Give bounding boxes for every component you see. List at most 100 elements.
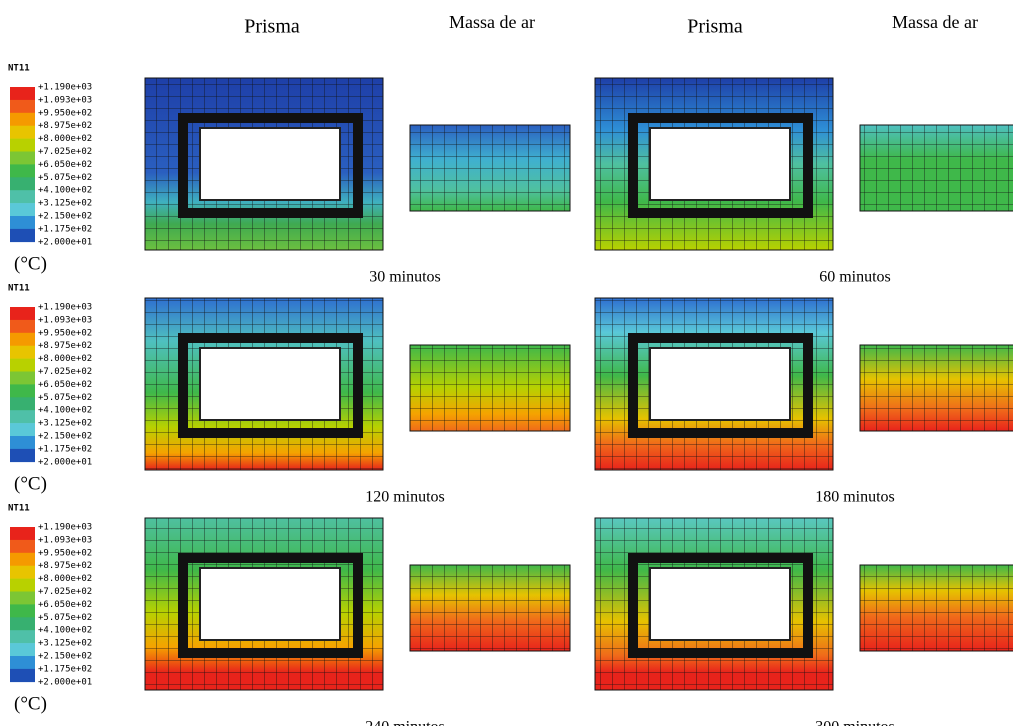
legend-swatch: [10, 332, 35, 346]
legend-title: NT11: [8, 284, 30, 294]
legend-swatch: [10, 307, 35, 321]
cavity-frame: [178, 553, 363, 658]
mesh: [409, 124, 571, 212]
cavity-frame: [628, 553, 813, 658]
legend-swatch: [10, 371, 35, 385]
cavity: [649, 127, 791, 201]
legend-label: +1.175e+02: [38, 444, 92, 454]
mesh: [409, 564, 571, 652]
legend-label: +7.025e+02: [38, 147, 92, 157]
column-header: Prisma: [687, 16, 743, 38]
legend-title: NT11: [8, 504, 30, 514]
legend-swatch: [10, 112, 35, 126]
legend-swatch: [10, 125, 35, 139]
legend-swatch: [10, 552, 35, 566]
legend-label: +1.190e+03: [38, 303, 92, 313]
legend-label: +4.100e+02: [38, 186, 92, 196]
legend-unit: (°C): [14, 693, 47, 714]
legend-swatch: [10, 87, 35, 101]
legend-label: +8.000e+02: [38, 574, 92, 584]
legend-label: +8.000e+02: [38, 354, 92, 364]
legend-label: +1.175e+02: [38, 224, 92, 234]
legend-label: +2.000e+01: [38, 677, 92, 687]
legend-label: +4.100e+02: [38, 406, 92, 416]
legend-label: +5.075e+02: [38, 613, 92, 623]
legend-swatch: [10, 228, 35, 243]
legend-swatch: [10, 151, 35, 165]
legend-label: +1.190e+03: [38, 83, 92, 93]
legend-label: +1.190e+03: [38, 523, 92, 533]
legend-label: +3.125e+02: [38, 199, 92, 209]
legend-label: +9.950e+02: [38, 108, 92, 118]
cavity-frame: [178, 113, 363, 218]
legend-swatch: [10, 617, 35, 631]
legend-swatch: [10, 565, 35, 579]
time-caption: 300 minutos: [815, 719, 895, 726]
legend-swatch: [10, 578, 35, 592]
cavity: [199, 567, 341, 641]
column-header: Prisma: [244, 16, 300, 38]
cavity-frame: [628, 333, 813, 438]
legend-label: +1.093e+03: [38, 535, 92, 545]
legend-swatch: [10, 410, 35, 424]
legend-swatch: [10, 448, 35, 463]
legend-swatch: [10, 423, 35, 437]
legend-swatch: [10, 138, 35, 152]
legend-label: +6.050e+02: [38, 160, 92, 170]
mesh: [859, 124, 1013, 212]
time-caption: 240 minutos: [365, 719, 445, 726]
legend-swatch: [10, 591, 35, 605]
legend-label: +5.075e+02: [38, 393, 92, 403]
legend-unit: (°C): [14, 473, 47, 494]
legend-label: +2.150e+02: [38, 212, 92, 222]
legend-swatch: [10, 99, 35, 114]
legend-label: +5.075e+02: [38, 173, 92, 183]
legend-swatch: [10, 656, 35, 670]
legend-label: +9.950e+02: [38, 548, 92, 558]
legend-label: +2.150e+02: [38, 432, 92, 442]
legend-label: +3.125e+02: [38, 419, 92, 429]
legend-label: +6.050e+02: [38, 380, 92, 390]
legend-label: +1.175e+02: [38, 664, 92, 674]
cavity: [199, 347, 341, 421]
legend-swatch: [10, 539, 35, 554]
legend-swatch: [10, 527, 35, 541]
column-header: Massa de ar: [892, 12, 978, 32]
legend-swatch: [10, 216, 35, 230]
legend-label: +7.025e+02: [38, 587, 92, 597]
cavity-frame: [178, 333, 363, 438]
legend-swatch: [10, 319, 35, 334]
legend-label: +6.050e+02: [38, 600, 92, 610]
legend-label: +1.093e+03: [38, 315, 92, 325]
legend-title: NT11: [8, 64, 30, 74]
legend-swatch: [10, 164, 35, 178]
legend-swatch: [10, 358, 35, 372]
legend-label: +8.975e+02: [38, 341, 92, 351]
legend-swatch: [10, 630, 35, 644]
mesh: [859, 564, 1013, 652]
legend-swatch: [10, 436, 35, 450]
legend-label: +2.000e+01: [38, 237, 92, 247]
column-header: Massa de ar: [449, 12, 535, 32]
cavity: [649, 347, 791, 421]
legend-swatch: [10, 604, 35, 618]
time-caption: 120 minutos: [365, 489, 445, 506]
legend-label: +8.000e+02: [38, 134, 92, 144]
legend-label: +2.000e+01: [38, 457, 92, 467]
legend-swatch: [10, 203, 35, 217]
legend-label: +1.093e+03: [38, 95, 92, 105]
legend-label: +9.950e+02: [38, 328, 92, 338]
legend-label: +3.125e+02: [38, 639, 92, 649]
legend-swatch: [10, 668, 35, 683]
time-caption: 60 minutos: [819, 269, 891, 286]
mesh: [859, 344, 1013, 432]
legend-swatch: [10, 643, 35, 657]
legend-label: +7.025e+02: [38, 367, 92, 377]
legend-swatch: [10, 397, 35, 411]
legend-label: +2.150e+02: [38, 652, 92, 662]
legend-label: +8.975e+02: [38, 561, 92, 571]
cavity: [649, 567, 791, 641]
cavity: [199, 127, 341, 201]
legend-swatch: [10, 177, 35, 191]
legend-label: +8.975e+02: [38, 121, 92, 131]
